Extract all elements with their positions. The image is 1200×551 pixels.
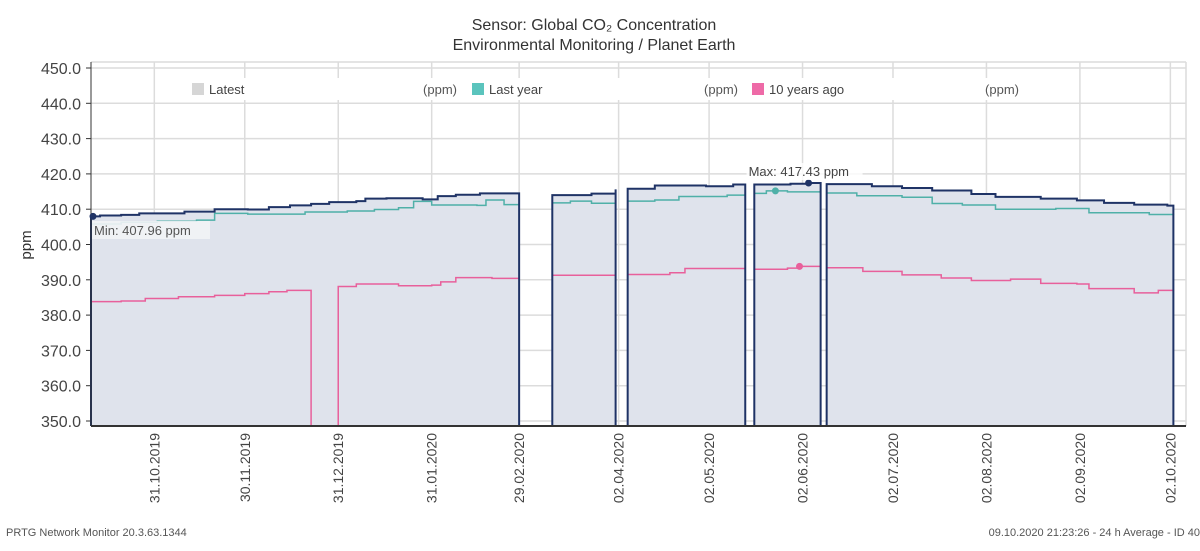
y-tick-label: 380.0	[41, 308, 81, 325]
max-label: Max: 417.43 ppm	[749, 164, 849, 179]
y-tick-label: 400.0	[41, 238, 81, 255]
series-10-years-ago-line	[826, 267, 1175, 294]
min-label: Min: 407.96 ppm	[94, 223, 191, 238]
x-tick-label: 02.08.2020	[978, 433, 994, 503]
latest-area	[754, 182, 821, 426]
x-tick-label: 02.10.2020	[1162, 433, 1178, 503]
latest-area	[627, 184, 746, 426]
x-tick-label: 30.11.2019	[237, 433, 253, 502]
x-tick-label: 02.07.2020	[885, 433, 901, 503]
y-tick-label: 450.0	[41, 61, 81, 78]
legend-unit-0: (ppm)	[423, 82, 457, 97]
chart-subtitle: Environmental Monitoring / Planet Earth	[452, 37, 736, 54]
legend-label-1: Last year	[489, 82, 543, 97]
legend-label-2: 10 years ago	[769, 82, 844, 97]
legend-swatch-0	[192, 83, 204, 95]
x-tick-label: 31.10.2019	[146, 433, 162, 503]
min-marker	[89, 212, 97, 220]
series-10-years-ago-line	[91, 289, 312, 426]
legend-label-0: Latest	[209, 82, 245, 97]
y-tick-label: 410.0	[41, 202, 81, 219]
x-tick-label: 29.02.2020	[511, 433, 527, 503]
footer-version: PRTG Network Monitor 20.3.63.1344	[6, 527, 187, 539]
x-tick-label: 02.06.2020	[795, 433, 811, 503]
x-tick-label: 02.04.2020	[611, 433, 627, 503]
latest-area	[91, 193, 520, 426]
marker-2	[796, 262, 804, 270]
latest-area	[552, 189, 616, 426]
series-last-year-line	[826, 192, 1175, 216]
x-tick-label: 02.05.2020	[701, 433, 717, 503]
series-latest-line	[551, 189, 617, 426]
legend-swatch-2	[752, 83, 764, 95]
marker-0	[805, 179, 813, 187]
y-axis-label: ppm	[18, 230, 35, 259]
series-latest-line	[626, 183, 747, 426]
x-tick-label: 31.12.2019	[330, 433, 346, 503]
y-tick-label: 430.0	[41, 132, 81, 149]
marker-1	[771, 187, 779, 195]
series-10-years-ago-line	[337, 276, 520, 426]
y-tick-label: 370.0	[41, 343, 81, 360]
legend-swatch-1	[472, 83, 484, 95]
series-10-years-ago-line	[627, 267, 746, 276]
legend-unit-2: (ppm)	[985, 82, 1019, 97]
y-tick-label: 350.0	[41, 414, 81, 431]
max-label-bg	[746, 162, 863, 180]
series-latest-line	[90, 192, 521, 426]
series-latest-line	[825, 183, 1175, 426]
series-last-year-line	[627, 192, 747, 202]
y-tick-label: 420.0	[41, 167, 81, 184]
latest-area	[826, 184, 1174, 426]
series-10-years-ago-line	[552, 274, 617, 276]
min-label-bg	[92, 221, 210, 239]
footer-info: 09.10.2020 21:23:26 - 24 h Average - ID …	[988, 527, 1200, 539]
chart-title: Sensor: Global CO₂ Concentration	[471, 17, 717, 34]
y-tick-label: 360.0	[41, 379, 81, 396]
x-tick-label: 31.01.2020	[424, 433, 440, 503]
y-tick-label: 440.0	[41, 96, 81, 113]
legend-background	[190, 78, 1025, 100]
x-tick-label: 02.09.2020	[1072, 433, 1088, 503]
legend-unit-1: (ppm)	[704, 82, 738, 97]
y-tick-label: 390.0	[41, 273, 81, 290]
